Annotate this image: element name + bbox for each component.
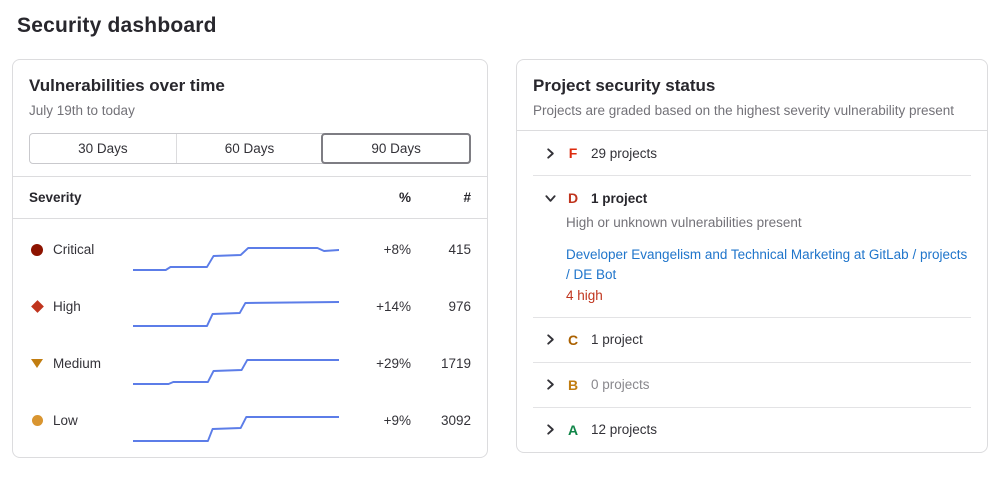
grade-description: High or unknown vulnerabilities present	[566, 215, 802, 230]
grade-project-count: 12 projects	[591, 422, 658, 437]
list-item-grade-c: C 1 project	[533, 318, 971, 363]
day-range-selector: 30 Days 60 Days 90 Days	[29, 133, 472, 164]
grade-project-count: 29 projects	[591, 145, 658, 161]
grade-project-count: 1 project	[591, 332, 643, 347]
list-item-grade-b: B 0 projects	[533, 363, 971, 408]
percent-column-header: %	[398, 190, 411, 205]
security-status-caption: Projects are graded based on the highest…	[533, 103, 954, 118]
grade-c-toggle[interactable]: C 1 project	[533, 332, 971, 348]
vulnerability-count-value: 3092	[440, 413, 471, 428]
grade-b-toggle[interactable]: B 0 projects	[533, 377, 971, 393]
security-status-panel-title: Project security status	[533, 76, 716, 95]
critical-severity-icon	[31, 243, 43, 256]
grade-d-details: High or unknown vulnerabilities present …	[533, 215, 971, 303]
severity-label: Critical	[53, 242, 95, 257]
severity-rows: Critical +8% 415 High +14% 976 Medium +	[13, 219, 487, 457]
range-90-days-button[interactable]: 90 Days	[321, 133, 472, 164]
high-severity-icon	[30, 300, 44, 313]
grade-letter: B	[567, 376, 579, 393]
range-30-days-button[interactable]: 30 Days	[30, 134, 176, 163]
low-sparkline-chart	[133, 408, 339, 452]
date-range-caption: July 19th to today	[29, 103, 135, 118]
page-title: Security dashboard	[17, 14, 217, 37]
severity-table-header: Severity % #	[13, 177, 487, 219]
dashboard-panels: Vulnerabilities over time July 19th to t…	[12, 59, 988, 458]
chevron-right-icon	[543, 378, 557, 392]
severity-column-header: Severity	[29, 190, 82, 205]
project-security-status-panel: Project security status Projects are gra…	[516, 59, 988, 453]
grade-letter: C	[567, 331, 579, 348]
vulnerability-count-value: 976	[448, 299, 471, 314]
grade-d-toggle[interactable]: D 1 project	[533, 190, 971, 206]
grade-letter: F	[568, 145, 578, 161]
table-row-high: High +14% 976	[13, 278, 487, 335]
severity-label: High	[53, 299, 81, 314]
range-60-days-button[interactable]: 60 Days	[175, 134, 323, 163]
medium-sparkline-chart	[133, 351, 339, 395]
medium-severity-icon	[31, 359, 43, 368]
security-dashboard-page: Security dashboard Vulnerabilities over …	[12, 14, 988, 458]
vulnerabilities-panel-title: Vulnerabilities over time	[29, 76, 225, 95]
table-row-critical: Critical +8% 415	[13, 221, 487, 278]
severity-label: Low	[53, 413, 78, 428]
grade-list: F 29 projects D 1 project High or unknow…	[533, 131, 971, 452]
list-item-grade-d: D 1 project High or unknown vulnerabilit…	[533, 176, 971, 318]
grade-a-toggle[interactable]: A 12 projects	[533, 422, 971, 438]
chevron-right-icon	[543, 423, 557, 437]
grade-f-toggle[interactable]: F 29 projects	[533, 145, 971, 161]
percent-change-value: +8%	[383, 242, 411, 257]
vulnerability-count-value: 415	[448, 242, 471, 257]
low-severity-icon	[31, 415, 43, 426]
table-row-low: Low +9% 3092	[13, 392, 487, 449]
security-status-panel-header: Project security status Projects are gra…	[517, 60, 987, 131]
grade-project-count: 1 project	[591, 190, 648, 206]
vulnerability-count-value: 1719	[440, 356, 471, 371]
high-sparkline-chart	[133, 294, 339, 338]
percent-change-value: +29%	[376, 356, 411, 371]
percent-change-value: +9%	[383, 413, 411, 428]
chevron-right-icon	[543, 146, 557, 160]
grade-letter: D	[567, 190, 579, 206]
count-column-header: #	[463, 190, 471, 205]
grade-project-count: 0 projects	[591, 377, 650, 392]
chevron-right-icon	[543, 333, 557, 347]
critical-sparkline-chart	[133, 237, 339, 281]
vulnerability-summary: 4 high	[566, 287, 603, 303]
list-item-grade-f: F 29 projects	[533, 131, 971, 176]
severity-label: Medium	[53, 356, 102, 371]
percent-change-value: +14%	[376, 299, 411, 314]
list-item-grade-a: A 12 projects	[533, 408, 971, 452]
chevron-down-icon	[543, 191, 557, 205]
vulnerabilities-over-time-panel: Vulnerabilities over time July 19th to t…	[12, 59, 488, 458]
vulnerabilities-panel-header: Vulnerabilities over time July 19th to t…	[13, 60, 487, 177]
project-link[interactable]: Developer Evangelism and Technical Marke…	[566, 247, 968, 283]
grade-letter: A	[567, 421, 579, 438]
table-row-medium: Medium +29% 1719	[13, 335, 487, 392]
